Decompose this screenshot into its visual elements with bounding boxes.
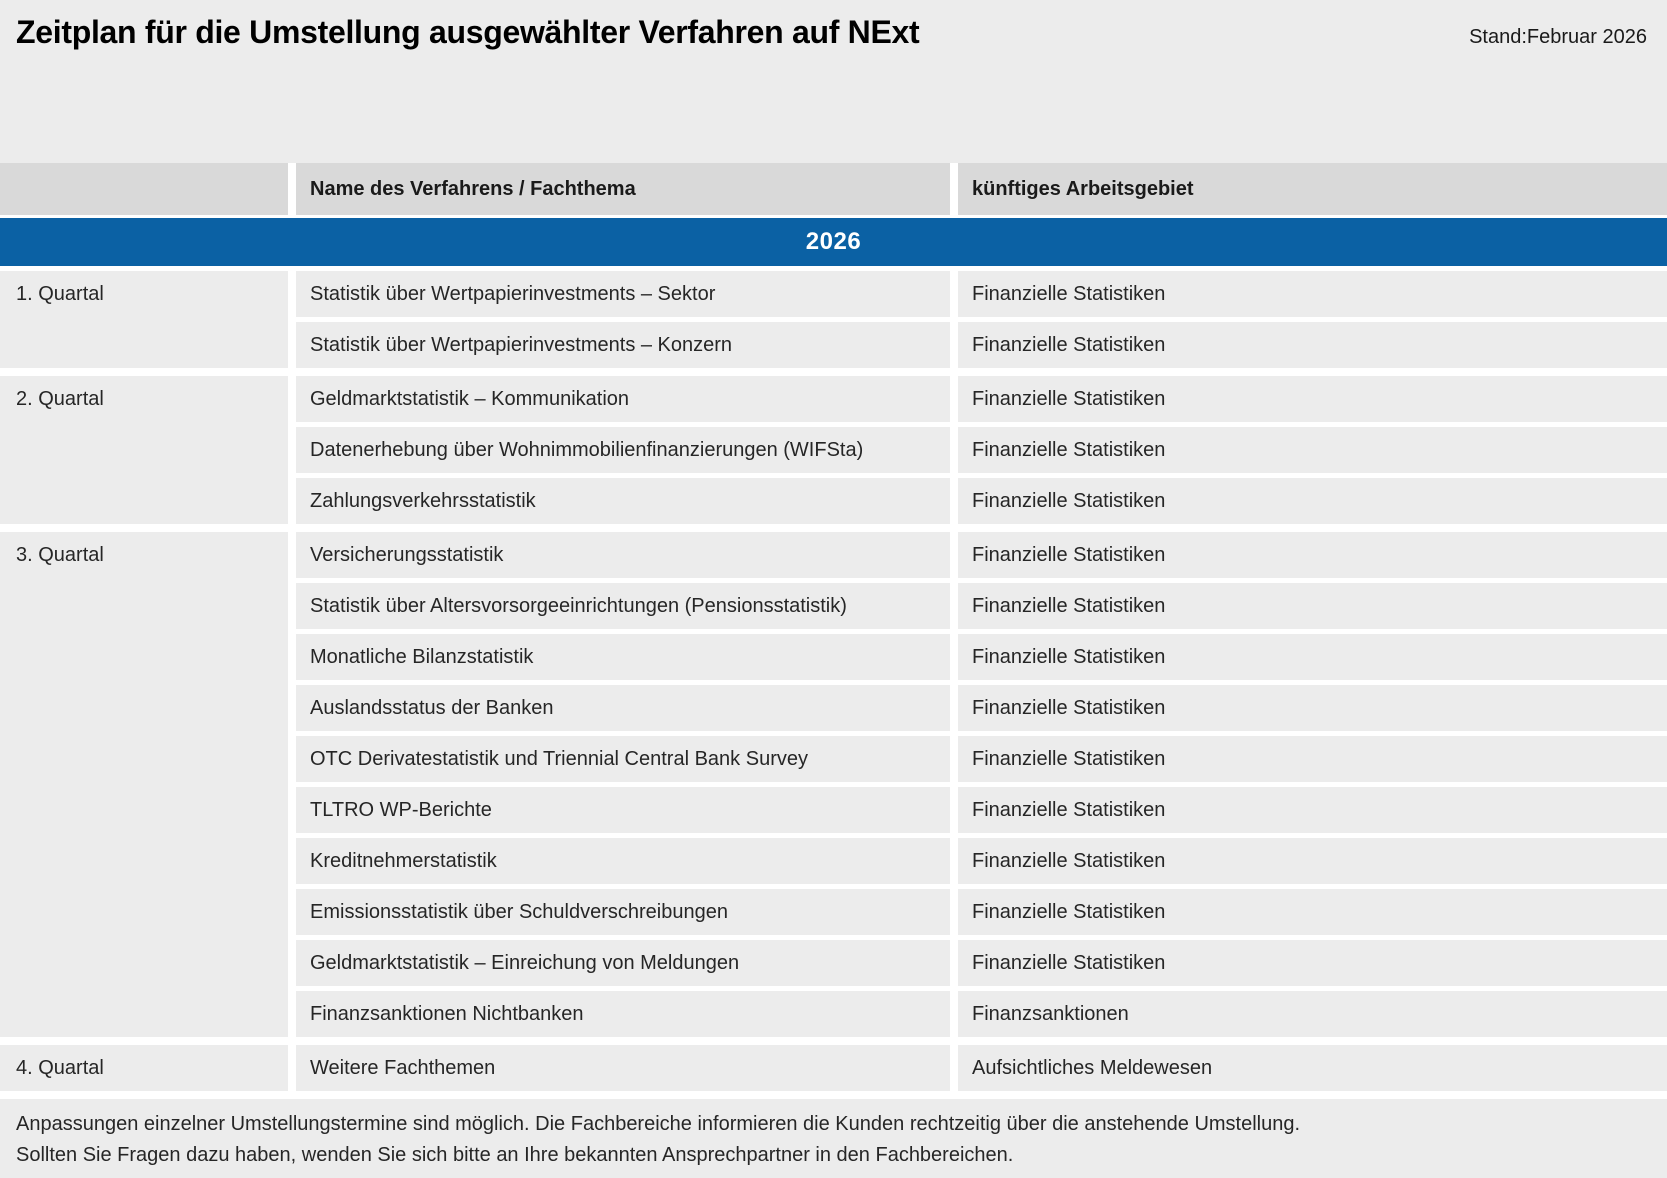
page-title: Zeitplan für die Umstellung ausgewählter… <box>16 14 920 50</box>
table-header-row: Name des Verfahrens / Fachthema künftige… <box>0 163 1667 215</box>
area-cell: Finanzielle Statistiken <box>958 634 1667 680</box>
procedure-cell: Auslandsstatus der Banken <box>296 685 950 731</box>
header-cell-procedure: Name des Verfahrens / Fachthema <box>296 163 950 215</box>
quarter-label: 1. Quartal <box>16 283 104 305</box>
procedure-column: Statistik über Wertpapierinvestments – S… <box>296 271 950 368</box>
quarter-cell: 3. Quartal <box>0 532 288 1037</box>
area-cell: Finanzielle Statistiken <box>958 787 1667 833</box>
quarter-label: 4. Quartal <box>16 1057 104 1079</box>
procedure-cell: Statistik über Wertpapierinvestments – K… <box>296 322 950 368</box>
procedure-cell: Geldmarktstatistik – Kommunikation <box>296 376 950 422</box>
procedure-cell: Finanzsanktionen Nichtbanken <box>296 991 950 1037</box>
area-cell: Finanzielle Statistiken <box>958 838 1667 884</box>
area-cell: Finanzielle Statistiken <box>958 736 1667 782</box>
area-column: Finanzielle Statistiken Finanzielle Stat… <box>958 271 1667 368</box>
quarter-label: 3. Quartal <box>16 544 104 566</box>
procedure-cell: Geldmarktstatistik – Einreichung von Mel… <box>296 940 950 986</box>
page-header: Zeitplan für die Umstellung ausgewählter… <box>0 0 1667 163</box>
area-cell: Finanzielle Statistiken <box>958 322 1667 368</box>
procedure-cell: Kreditnehmerstatistik <box>296 838 950 884</box>
procedure-cell: Datenerhebung über Wohnimmobilienfinanzi… <box>296 427 950 473</box>
procedure-cell: OTC Derivatestatistik und Triennial Cent… <box>296 736 950 782</box>
footer-line-2: Sollten Sie Fragen dazu haben, wenden Si… <box>16 1144 1014 1166</box>
area-cell: Finanzielle Statistiken <box>958 271 1667 317</box>
area-cell: Finanzielle Statistiken <box>958 685 1667 731</box>
procedure-column: Weitere Fachthemen <box>296 1045 950 1091</box>
area-column: Finanzielle Statistiken Finanzielle Stat… <box>958 532 1667 1037</box>
area-cell: Finanzsanktionen <box>958 991 1667 1037</box>
area-column: Aufsichtliches Meldewesen <box>958 1045 1667 1091</box>
procedure-cell: Statistik über Altersvorsorgeeinrichtung… <box>296 583 950 629</box>
footer-line-1: Anpassungen einzelner Umstellungstermine… <box>16 1113 1301 1135</box>
area-cell: Finanzielle Statistiken <box>958 532 1667 578</box>
quarter-cell: 1. Quartal <box>0 271 288 368</box>
quarter-group-q1: 1. Quartal Statistik über Wertpapierinve… <box>0 271 1667 368</box>
procedure-cell: Versicherungsstatistik <box>296 532 950 578</box>
procedure-cell: Emissionsstatistik über Schuldverschreib… <box>296 889 950 935</box>
schedule-table: Name des Verfahrens / Fachthema künftige… <box>0 163 1667 1178</box>
quarter-group-q2: 2. Quartal Geldmarktstatistik – Kommunik… <box>0 376 1667 524</box>
procedure-cell: Monatliche Bilanzstatistik <box>296 634 950 680</box>
separator <box>0 1091 1667 1099</box>
area-column: Finanzielle Statistiken Finanzielle Stat… <box>958 376 1667 524</box>
quarter-group-q3: 3. Quartal Versicherungsstatistik Statis… <box>0 532 1667 1037</box>
area-cell: Aufsichtliches Meldewesen <box>958 1045 1667 1091</box>
status-date-label: Stand:Februar 2026 <box>1469 26 1647 48</box>
area-cell: Finanzielle Statistiken <box>958 583 1667 629</box>
area-cell: Finanzielle Statistiken <box>958 376 1667 422</box>
procedure-column: Versicherungsstatistik Statistik über Al… <box>296 532 950 1037</box>
year-banner: 2026 <box>0 218 1667 266</box>
area-cell: Finanzielle Statistiken <box>958 478 1667 524</box>
area-cell: Finanzielle Statistiken <box>958 889 1667 935</box>
quarter-group-q4: 4. Quartal Weitere Fachthemen Aufsichtli… <box>0 1045 1667 1091</box>
procedure-cell: Zahlungsverkehrsstatistik <box>296 478 950 524</box>
procedure-cell: Statistik über Wertpapierinvestments – S… <box>296 271 950 317</box>
procedure-column: Geldmarktstatistik – Kommunikation Daten… <box>296 376 950 524</box>
header-cell-quarter <box>0 163 288 215</box>
area-cell: Finanzielle Statistiken <box>958 427 1667 473</box>
footer-note: Anpassungen einzelner Umstellungstermine… <box>0 1099 1667 1178</box>
quarter-cell: 4. Quartal <box>0 1045 288 1091</box>
quarter-cell: 2. Quartal <box>0 376 288 524</box>
procedure-cell: Weitere Fachthemen <box>296 1045 950 1091</box>
procedure-cell: TLTRO WP-Berichte <box>296 787 950 833</box>
header-cell-area: künftiges Arbeitsgebiet <box>958 163 1667 215</box>
quarter-label: 2. Quartal <box>16 388 104 410</box>
area-cell: Finanzielle Statistiken <box>958 940 1667 986</box>
